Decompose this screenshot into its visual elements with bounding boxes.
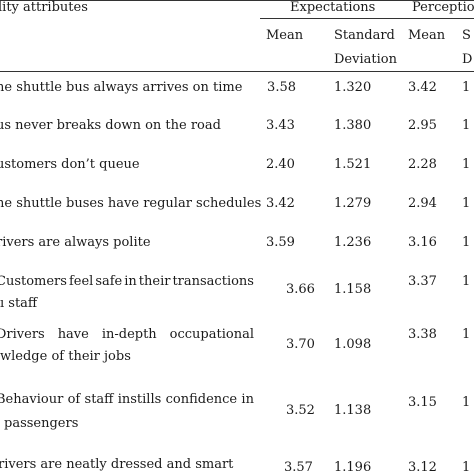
row-exp-sd: 1.279 bbox=[334, 196, 372, 211]
row-exp-sd: 1.138 bbox=[334, 403, 372, 418]
row-perc-sd: 1 bbox=[462, 196, 471, 211]
row-exp-mean: 3.42 bbox=[266, 196, 295, 211]
row-exp-sd: 1.158 bbox=[334, 282, 372, 297]
header-sd-perceptions-1: S bbox=[462, 28, 471, 43]
header-perceptions: Perceptio bbox=[412, 0, 474, 15]
row-perc-sd: 1 bbox=[462, 80, 471, 95]
row-perc-sd: 1 bbox=[462, 274, 471, 289]
row-attribute-cont: passengers bbox=[4, 416, 79, 431]
header-expectations: Expectations bbox=[290, 0, 376, 15]
row-perc-mean: 3.42 bbox=[408, 80, 437, 95]
row-attribute-cont: ı staff bbox=[0, 296, 38, 311]
header-attributes: lity attributes bbox=[0, 0, 88, 15]
attr-word: Customers bbox=[0, 274, 67, 289]
header-mean-perceptions: Mean bbox=[408, 28, 446, 43]
row-perc-mean: 2.94 bbox=[408, 196, 437, 211]
attr-word: in bbox=[124, 274, 137, 289]
row-attribute: Customers feel safe in their transaction… bbox=[0, 274, 254, 289]
row-attribute: Behaviour of staff instills confidence i… bbox=[0, 392, 254, 407]
row-attribute: Drivers have in-depth occupational bbox=[0, 327, 254, 342]
attr-word: their bbox=[138, 274, 171, 289]
row-exp-mean: 3.43 bbox=[266, 118, 295, 133]
row-attribute: he shuttle buses have regular schedules bbox=[0, 196, 262, 211]
top-rule bbox=[0, 0, 474, 1]
row-perc-mean: 3.12 bbox=[408, 460, 437, 475]
row-attribute: he shuttle bus always arrives on time bbox=[0, 80, 243, 95]
row-exp-sd: 1.521 bbox=[334, 157, 372, 172]
row-exp-mean: 2.40 bbox=[266, 157, 295, 172]
attr-word: occupational bbox=[169, 327, 254, 342]
row-perc-mean: 3.38 bbox=[408, 327, 437, 342]
header-sd-expectations-1: Standard bbox=[334, 28, 395, 43]
row-exp-mean: 3.66 bbox=[286, 282, 315, 297]
group-rule bbox=[260, 18, 474, 19]
header-mean-expectations: Mean bbox=[266, 28, 304, 43]
row-perc-mean: 2.95 bbox=[408, 118, 437, 133]
row-exp-sd: 1.196 bbox=[334, 460, 372, 475]
row-perc-sd: 1 bbox=[462, 118, 471, 133]
attr-word: safe bbox=[95, 274, 123, 289]
row-perc-sd: 1 bbox=[462, 395, 471, 410]
row-perc-mean: 3.37 bbox=[408, 274, 437, 289]
row-perc-mean: 2.28 bbox=[408, 157, 437, 172]
attr-word: staff bbox=[84, 392, 114, 407]
row-attribute: us never breaks down on the road bbox=[0, 118, 221, 133]
attr-word: in-depth bbox=[101, 327, 157, 342]
row-perc-mean: 3.16 bbox=[408, 235, 437, 250]
row-exp-mean: 3.57 bbox=[284, 460, 313, 475]
attr-word: in bbox=[241, 392, 254, 407]
row-perc-sd: 1 bbox=[462, 327, 471, 342]
row-exp-sd: 1.380 bbox=[334, 118, 372, 133]
attr-word: Drivers bbox=[0, 327, 45, 342]
attr-word: feel bbox=[68, 274, 94, 289]
header-bottom-rule bbox=[0, 71, 474, 72]
row-exp-sd: 1.236 bbox=[334, 235, 372, 250]
row-exp-mean: 3.59 bbox=[266, 235, 295, 250]
row-exp-sd: 1.098 bbox=[334, 337, 372, 352]
attr-word: instills bbox=[117, 392, 162, 407]
row-perc-sd: 1 bbox=[462, 460, 471, 475]
attr-word: have bbox=[57, 327, 89, 342]
row-attribute: ustomers don’t queue bbox=[0, 157, 140, 172]
row-exp-mean: 3.58 bbox=[267, 80, 296, 95]
row-attribute-cont: wledge of their jobs bbox=[0, 349, 131, 364]
row-exp-mean: 3.52 bbox=[286, 403, 315, 418]
row-perc-mean: 3.15 bbox=[408, 395, 437, 410]
row-exp-mean: 3.70 bbox=[286, 337, 315, 352]
attr-word: confidence bbox=[165, 392, 238, 407]
row-attribute: rivers are always polite bbox=[0, 235, 151, 250]
header-sd-perceptions-2: D bbox=[462, 52, 473, 67]
header-sd-expectations-2: Deviation bbox=[334, 52, 397, 67]
row-perc-sd: 1 bbox=[462, 235, 471, 250]
row-perc-sd: 1 bbox=[462, 157, 471, 172]
attr-word: of bbox=[67, 392, 81, 407]
attr-word: transactions bbox=[172, 274, 254, 289]
row-attribute: rivers are neatly dressed and smart bbox=[0, 457, 234, 472]
attr-word: Behaviour bbox=[0, 392, 64, 407]
row-exp-sd: 1.320 bbox=[334, 80, 372, 95]
